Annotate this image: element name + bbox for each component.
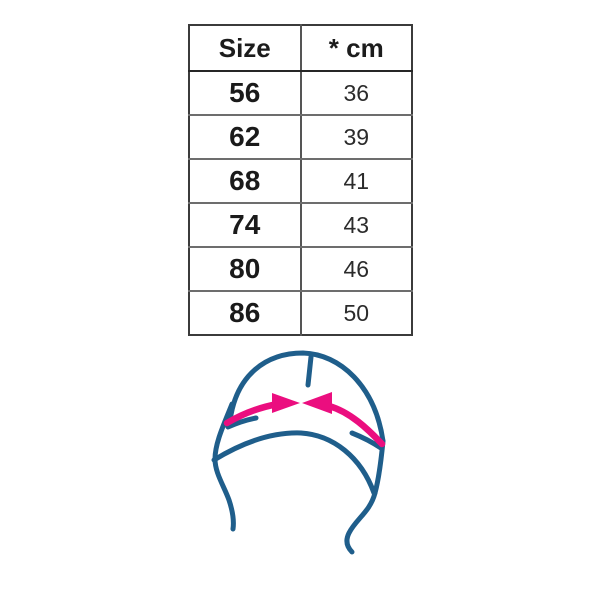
size-value: 56: [189, 71, 302, 116]
cm-value: 41: [300, 159, 412, 204]
circumference-arrow-right: [325, 402, 386, 448]
size-table: Size * cm 56 36 62 39 68 41 74 43 80: [188, 24, 413, 336]
table-row: 56 36: [189, 71, 412, 116]
table-row: 74 43: [189, 203, 412, 248]
table-row: 62 39: [189, 115, 412, 160]
size-column-header: Size: [189, 25, 302, 72]
cm-value: 50: [300, 291, 412, 335]
cm-value: 43: [300, 203, 412, 248]
hat-crown-outline: [227, 350, 386, 444]
size-value: 62: [189, 115, 302, 160]
hat-right-tie-string: [344, 490, 378, 555]
size-value: 74: [189, 203, 302, 248]
table-row: 68 41: [189, 159, 412, 204]
size-value: 80: [189, 247, 302, 292]
cm-value: 36: [300, 71, 412, 116]
size-table-header-row: Size * cm: [189, 25, 412, 72]
table-row: 80 46: [189, 247, 412, 292]
cm-column-header: * cm: [300, 25, 412, 72]
size-value: 68: [189, 159, 302, 204]
arrowhead-left-icon: [302, 392, 332, 414]
size-value: 86: [189, 291, 302, 335]
hat-top-seam-line: [305, 354, 314, 388]
hat-left-tie-string: [212, 401, 236, 532]
arrowhead-right-icon: [272, 393, 300, 413]
hat-brim-crease-right: [349, 430, 384, 451]
cm-value: 46: [300, 247, 412, 292]
table-row: 86 50: [189, 291, 412, 335]
hat-brim-opening-line: [211, 430, 377, 496]
cm-value: 39: [300, 115, 412, 160]
hat-brim-crease-left: [225, 415, 259, 430]
